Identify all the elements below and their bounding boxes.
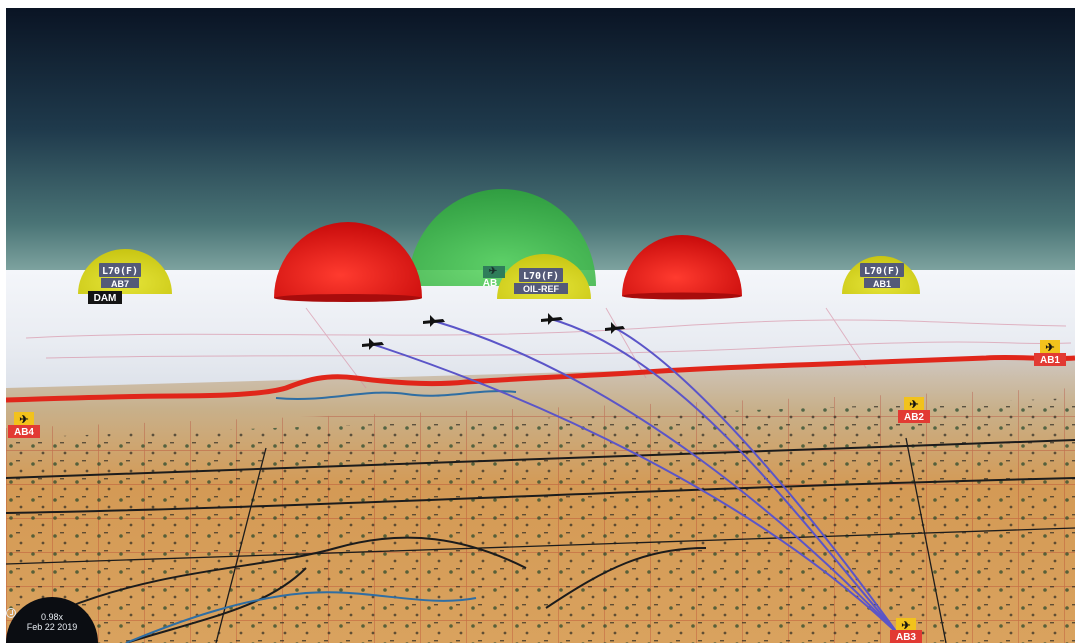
airbase-ab1[interactable]: ✈ AB1 bbox=[1034, 340, 1066, 366]
svg-text:L70(F): L70(F) bbox=[102, 266, 138, 277]
dome-label-l70-ab7: L70(F) AB7 DAM bbox=[88, 263, 141, 304]
flight-path-4 bbox=[614, 327, 899, 635]
svg-text:AB1: AB1 bbox=[1040, 355, 1060, 366]
playback-dial[interactable]: 0.98x Feb 22 2019 bbox=[6, 597, 98, 643]
river bbox=[275, 390, 517, 401]
svg-text:AB4: AB4 bbox=[14, 427, 34, 438]
svg-text:AB: AB bbox=[483, 278, 497, 289]
road-network bbox=[6, 437, 1075, 643]
airbase-ab3[interactable]: ✈ AB3 bbox=[890, 618, 922, 643]
airplane-icon: ✈ bbox=[901, 620, 910, 632]
flight-path-2 bbox=[433, 320, 899, 635]
svg-text:AB1: AB1 bbox=[873, 279, 891, 289]
svg-text:AB2: AB2 bbox=[904, 412, 924, 423]
dome-label-green: ✈ AB bbox=[483, 266, 505, 289]
dome-label-l70-ab1: L70(F) AB1 bbox=[860, 263, 904, 289]
border-line bbox=[6, 354, 1075, 403]
svg-text:AB3: AB3 bbox=[896, 632, 916, 643]
sim-date: Feb 22 2019 bbox=[26, 622, 78, 632]
airplane-icon: ✈ bbox=[1045, 342, 1054, 354]
aircraft-1[interactable] bbox=[362, 338, 384, 350]
svg-text:L70(F): L70(F) bbox=[864, 266, 900, 277]
airbase-ab4[interactable]: ✈ AB4 bbox=[8, 412, 40, 438]
airbase-ab2[interactable]: ✈ AB2 bbox=[898, 397, 930, 423]
aircraft-3[interactable] bbox=[541, 313, 563, 325]
dome-red-2[interactable] bbox=[622, 235, 742, 300]
river-south bbox=[125, 591, 477, 643]
dome-label-l70-oil-ref: L70(F) OIL-REF bbox=[514, 268, 568, 294]
dome-red-1[interactable] bbox=[274, 222, 422, 302]
terrain-features bbox=[6, 398, 1075, 643]
airplane-icon: ✈ bbox=[489, 266, 498, 277]
3d-map-viewport[interactable]: L70(F) AB7 DAM ✈ AB L70(F) OIL-REF L70(F… bbox=[6, 8, 1075, 643]
playback-speed: 0.98x bbox=[40, 612, 64, 622]
airplane-icon: ✈ bbox=[909, 399, 918, 411]
svg-text:DAM: DAM bbox=[94, 293, 117, 304]
svg-text:L70(F): L70(F) bbox=[523, 271, 559, 282]
flight-path-3 bbox=[550, 318, 899, 635]
svg-text:AB7: AB7 bbox=[111, 279, 129, 289]
flight-paths bbox=[371, 318, 899, 635]
aircraft-2[interactable] bbox=[423, 315, 445, 327]
airplane-icon: ✈ bbox=[19, 414, 28, 426]
map-scene[interactable]: L70(F) AB7 DAM ✈ AB L70(F) OIL-REF L70(F… bbox=[6, 8, 1075, 643]
flight-path-1 bbox=[371, 343, 899, 635]
aircraft-4[interactable] bbox=[605, 322, 625, 334]
svg-text:OIL-REF: OIL-REF bbox=[523, 284, 559, 294]
